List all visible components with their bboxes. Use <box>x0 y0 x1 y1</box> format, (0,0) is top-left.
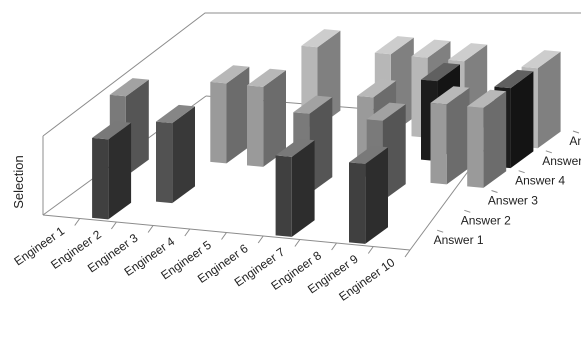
bar-engineer-9-answer-1 <box>349 145 388 244</box>
bar-side-face <box>172 106 195 204</box>
bar-top-face <box>411 39 451 58</box>
bar-front-face <box>467 106 484 188</box>
x-tick-engineer-4 <box>184 228 191 237</box>
bar-side-face <box>291 140 315 237</box>
bar-top-face <box>448 43 488 62</box>
bar-top-face <box>247 68 286 87</box>
series-tick-answer-3 <box>491 190 498 193</box>
bars-group <box>92 29 561 244</box>
series-label-answer-4: Answer 4 <box>515 174 565 188</box>
bar-top-face <box>521 50 561 69</box>
bar-engineer-7-answer-1 <box>275 138 315 237</box>
bar-top-face <box>109 78 149 97</box>
bar-side-face <box>483 91 507 188</box>
x-tick-engineer-2 <box>110 221 117 230</box>
series-tick-answer-5 <box>545 150 552 154</box>
bar-engineer-9-answer-4 <box>430 86 470 185</box>
bar-top-face <box>374 36 414 55</box>
bar-side-face <box>382 104 406 201</box>
series-tick-marks <box>437 130 580 233</box>
bar-side-face <box>309 97 333 194</box>
series-tick-answer-4 <box>518 170 525 174</box>
bar-front-face <box>430 102 447 185</box>
series-tick-answer-2 <box>464 209 471 213</box>
series-tick-labels: Answer 1 Answer 2 Answer 3 Answer 4 Answer 5… <box>434 134 581 247</box>
bar-side-face <box>446 87 470 185</box>
bar-engineer-3-answer-2 <box>156 104 195 204</box>
x-tick-engineer-3 <box>147 225 154 233</box>
bar-top-face <box>467 89 507 108</box>
bar-engineer-10-answer-4 <box>467 89 507 188</box>
bar-front-face <box>210 81 227 164</box>
bar-front-face <box>92 137 109 220</box>
bar-engineer-3-answer-4 <box>210 65 250 164</box>
series-label-answer-2: Answer 2 <box>461 213 511 227</box>
x-tick-engineer-7 <box>294 239 301 247</box>
bar-front-face <box>247 85 264 167</box>
x-tick-engineer-10 <box>404 249 411 258</box>
bar-engineer-2-answer-1 <box>92 121 132 220</box>
bar-top-face <box>92 121 132 140</box>
bar-top-face <box>275 138 315 157</box>
bar-top-face <box>494 69 534 89</box>
series-label-answer-1: Answer 1 <box>434 233 484 247</box>
series-tick-answer-1 <box>437 229 444 233</box>
bar-top-face <box>293 95 333 114</box>
series-tick-answer-6 <box>572 130 580 134</box>
bar-side-face <box>226 66 250 164</box>
series-label-answer-5: Answer 5 <box>542 154 581 168</box>
bar-side-face <box>263 70 286 167</box>
bar-side-face <box>125 79 149 177</box>
bar-front-face <box>275 155 292 237</box>
bar-top-face <box>430 86 470 105</box>
x-tick-engineer-9 <box>367 246 374 254</box>
bar-top-face <box>301 29 341 48</box>
x-tick-marks <box>74 218 411 258</box>
bar-side-face <box>108 122 132 220</box>
bar-top-face <box>349 145 388 164</box>
x-tick-engineer-8 <box>331 242 338 251</box>
bar-side-face <box>510 71 534 169</box>
bar-top-face <box>156 104 195 124</box>
x-tick-engineer-1 <box>74 218 81 226</box>
bar-top-face <box>210 65 250 84</box>
x-tick-engineer-6 <box>257 235 264 244</box>
y-axis-title: Selection <box>11 155 26 208</box>
x-tick-engineer-5 <box>221 232 227 240</box>
bar-front-face <box>349 162 366 244</box>
bar-top-face <box>421 62 460 82</box>
bar-top-face <box>357 79 397 98</box>
series-label-answer-6: Answer 6 <box>569 134 581 148</box>
series-label-answer-3: Answer 3 <box>488 193 538 207</box>
bar-engineer-4-answer-4 <box>247 68 286 167</box>
bar-front-face <box>156 121 173 204</box>
bar-side-face <box>365 147 388 244</box>
bar-side-face <box>537 51 561 149</box>
back-wall-outline <box>42 12 581 137</box>
bar-top-face <box>366 102 406 121</box>
